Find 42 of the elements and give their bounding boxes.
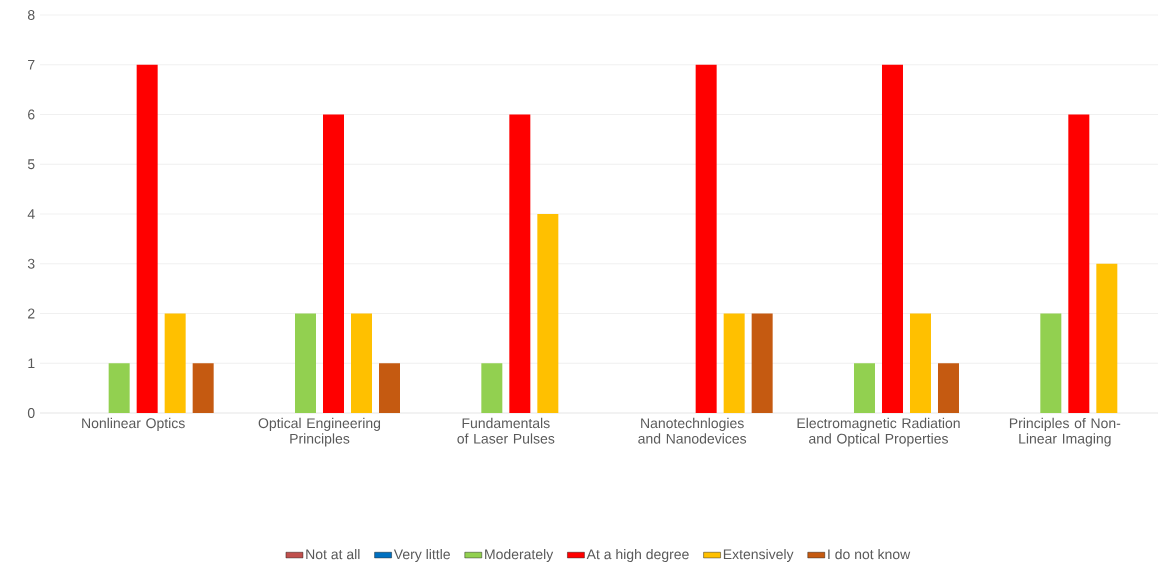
bar bbox=[481, 363, 503, 413]
bar bbox=[853, 363, 875, 413]
y-tick-label: 8 bbox=[27, 10, 35, 20]
bar bbox=[751, 313, 773, 413]
y-tick-label: 0 bbox=[27, 408, 35, 418]
bar bbox=[295, 313, 316, 413]
x-tick-label: Nanotechnlogies and Nanodevices bbox=[638, 417, 747, 444]
x-tick-label: Electromagnetic Radiation and Optical Properties bbox=[797, 417, 960, 447]
bar bbox=[1040, 313, 1062, 413]
y-tick-label: 4 bbox=[27, 209, 35, 219]
legend-label: Extensively bbox=[723, 548, 794, 563]
bar bbox=[136, 64, 158, 413]
x-tick-label: Nonlinear Optics bbox=[82, 417, 185, 431]
x-tick-label: Fundamentals of Laser Pulses bbox=[457, 417, 555, 444]
y-tick-label: 1 bbox=[28, 358, 35, 369]
bar bbox=[695, 64, 717, 413]
y-tick-label: 7 bbox=[28, 59, 35, 70]
bar bbox=[192, 363, 214, 413]
bar bbox=[1068, 114, 1090, 413]
x-tick-label: Principles of Non-Linear Imaging bbox=[1009, 417, 1121, 447]
y-tick-label: 3 bbox=[27, 258, 35, 269]
bar bbox=[108, 363, 130, 413]
legend-label: Very little bbox=[393, 548, 450, 563]
bar bbox=[937, 363, 959, 413]
legend-label: I do not know bbox=[828, 548, 911, 560]
x-tick-label: Optical Engineering Principles bbox=[258, 417, 381, 447]
legend-label: Moderately bbox=[485, 548, 554, 563]
bar bbox=[537, 214, 559, 413]
legend-label: At a high degree bbox=[586, 548, 689, 563]
bar bbox=[509, 114, 531, 413]
bar bbox=[379, 363, 400, 413]
bar bbox=[881, 64, 903, 413]
y-tick-label: 2 bbox=[28, 308, 35, 319]
bar bbox=[164, 313, 186, 413]
y-tick-label: 5 bbox=[27, 159, 35, 170]
legend-label: Not at all bbox=[306, 548, 360, 560]
bar bbox=[909, 313, 931, 413]
bar bbox=[351, 313, 372, 413]
bar bbox=[323, 114, 344, 413]
bar bbox=[1096, 263, 1118, 413]
bar bbox=[723, 313, 745, 413]
y-tick-label: 6 bbox=[28, 109, 35, 120]
